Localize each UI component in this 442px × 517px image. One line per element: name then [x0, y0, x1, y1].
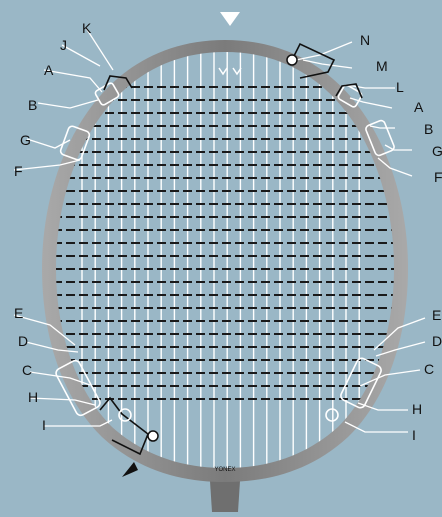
- guide-lines: [13, 27, 426, 433]
- label-g-right: G: [432, 143, 442, 159]
- label-g-left: G: [20, 132, 31, 148]
- label-k: K: [82, 20, 92, 36]
- label-f-left: F: [14, 163, 23, 179]
- label-h-right: H: [412, 401, 422, 417]
- label-c-right: C: [424, 361, 434, 377]
- label-h-left: H: [28, 389, 38, 405]
- label-b-right: B: [424, 121, 433, 137]
- label-a-right: A: [414, 99, 424, 115]
- label-i-right: I: [412, 427, 416, 443]
- label-b-left: B: [28, 97, 37, 113]
- racket-frame: [42, 40, 408, 482]
- start-triangle-icon: [220, 12, 240, 26]
- label-d-right: D: [432, 333, 442, 349]
- label-m: M: [376, 58, 388, 74]
- label-j: J: [60, 37, 67, 53]
- knot-holes: [118, 54, 339, 442]
- label-i-left: I: [42, 417, 46, 433]
- label-d-left: D: [18, 333, 28, 349]
- brand-logo: YONEX: [214, 467, 235, 473]
- finish-triangle-icon: [122, 462, 138, 477]
- label-e-left: E: [14, 305, 23, 321]
- cross-strings: [56, 86, 394, 400]
- tie-off-paths: [99, 42, 363, 456]
- grommet-brackets: [55, 82, 395, 417]
- label-a-left: A: [44, 62, 54, 78]
- label-n: N: [360, 32, 370, 48]
- label-l: L: [396, 79, 404, 95]
- labels: K J A B G F N M L A B G F E D C H I E D …: [14, 20, 442, 443]
- label-e-right: E: [432, 307, 441, 323]
- direction-arrows-icon: [218, 67, 242, 76]
- label-c-left: C: [22, 362, 32, 378]
- label-f-right: F: [434, 169, 442, 185]
